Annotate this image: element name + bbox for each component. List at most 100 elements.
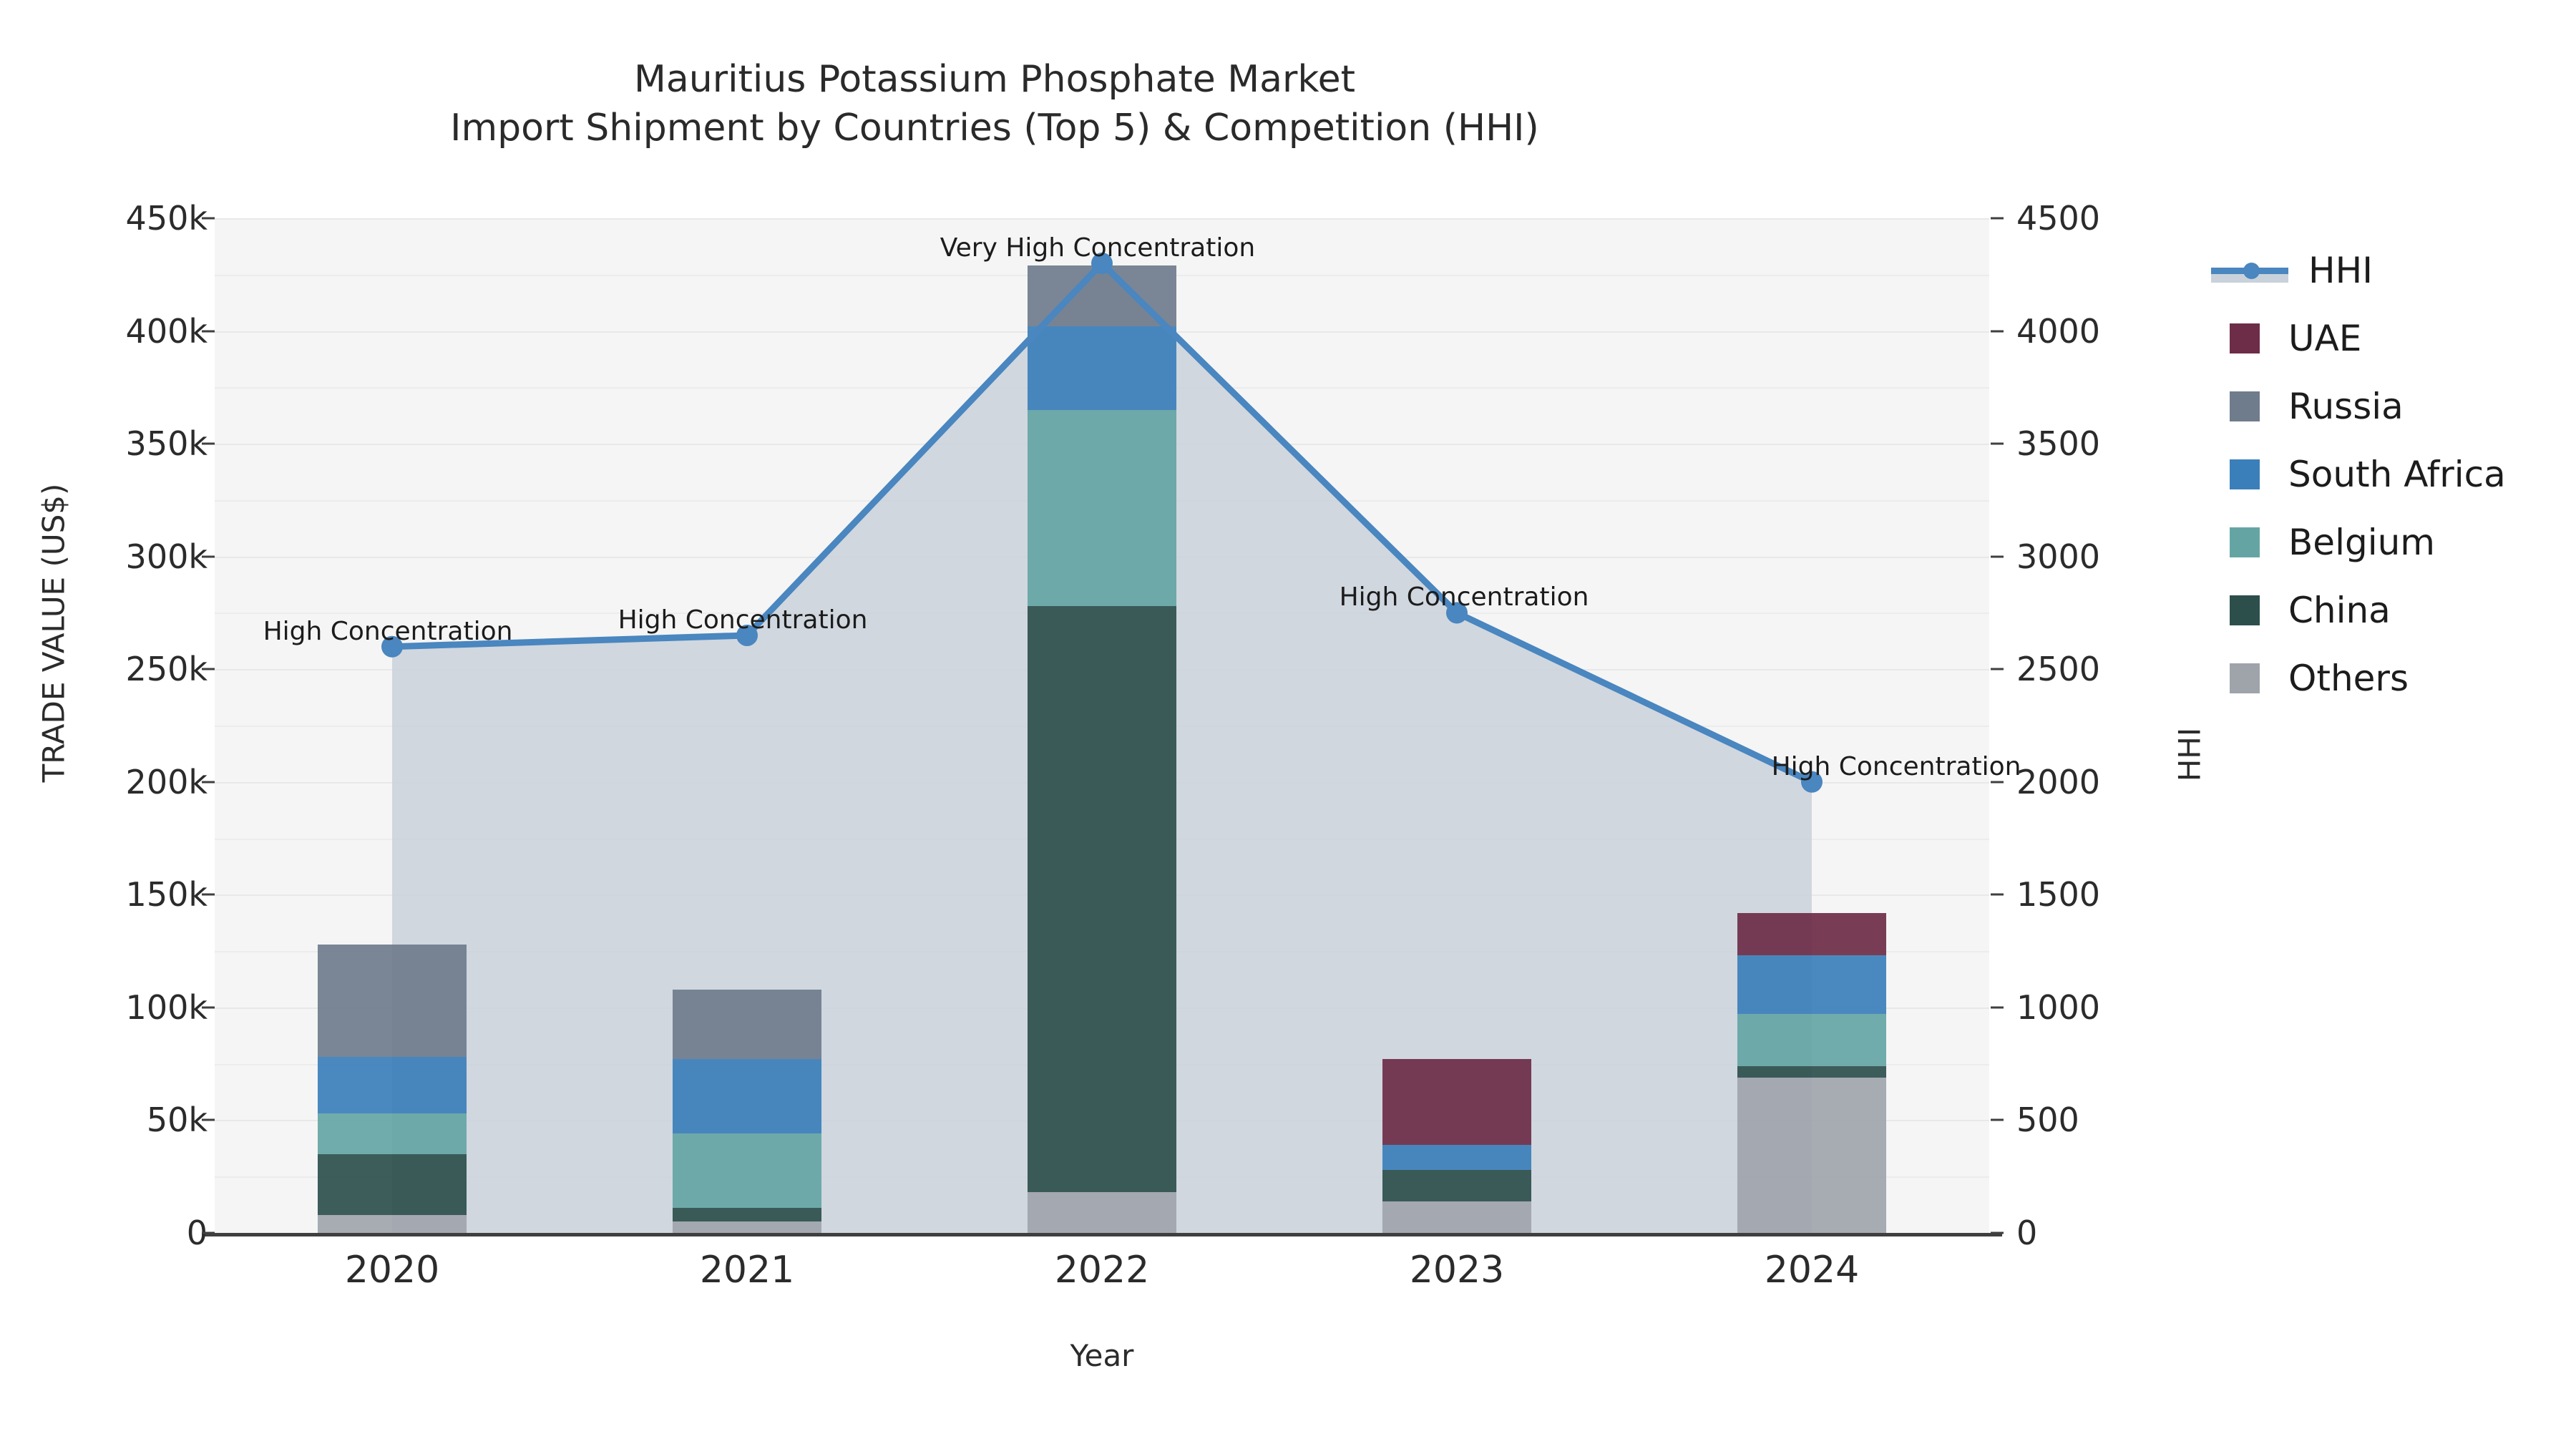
bar-stack-2024[interactable]	[1737, 218, 1886, 1233]
y-axis-left-tick: 300k	[125, 537, 208, 576]
bar-segment-china[interactable]	[1028, 606, 1176, 1193]
hhi-marker-2022[interactable]	[1091, 253, 1113, 275]
bar-stack-2020[interactable]	[318, 218, 467, 1233]
bar-segment-south-africa[interactable]	[1382, 1145, 1531, 1170]
bar-segment-china[interactable]	[1737, 1065, 1886, 1078]
bar-segment-others[interactable]	[1382, 1201, 1531, 1233]
y-axis-right-tick: 2500	[2016, 650, 2101, 689]
chart-title: Mauritius Potassium Phosphate Market Imp…	[0, 56, 1989, 152]
legend-item-label: South Africa	[2288, 453, 2506, 495]
y-axis-right-tick: 1500	[2016, 875, 2101, 914]
y-axis-right-tick-mark	[1991, 330, 2004, 333]
legend-color-swatch	[2230, 391, 2260, 421]
bar-stack-2022[interactable]	[1028, 218, 1176, 1233]
y-axis-left-tick: 100k	[125, 987, 208, 1027]
y-axis-left-tick-mark	[202, 217, 215, 220]
y-axis-left-tick: 50k	[146, 1101, 208, 1140]
bar-segment-belgium[interactable]	[318, 1113, 467, 1154]
gridline	[215, 218, 1989, 220]
legend-item-hhi[interactable]: HHI	[2211, 236, 2569, 304]
y-axis-right-tick-mark	[1991, 1006, 2004, 1009]
chart-title-line1: Mauritius Potassium Phosphate Market	[634, 58, 1355, 101]
legend-color-swatch	[2230, 595, 2260, 625]
bar-segment-others[interactable]	[1737, 1077, 1886, 1233]
y-axis-right-label: HHI	[2172, 727, 2207, 782]
legend-item-belgium[interactable]: Belgium	[2211, 508, 2569, 576]
bar-segment-russia[interactable]	[673, 989, 821, 1060]
annotation-2021: High Concentration	[618, 605, 868, 635]
y-axis-right-tick: 0	[2016, 1214, 2038, 1252]
hhi-marker-2021[interactable]	[736, 624, 758, 646]
hhi-marker-2024[interactable]	[1801, 771, 1823, 793]
legend-item-label: Russia	[2288, 385, 2404, 427]
legend-item-label: Belgium	[2288, 521, 2435, 563]
legend-item-china[interactable]: China	[2211, 576, 2569, 644]
legend-marker-dot-icon	[2243, 262, 2260, 279]
legend-item-uae[interactable]: UAE	[2211, 304, 2569, 372]
hhi-marker-2020[interactable]	[381, 635, 403, 658]
x-axis-label: Year	[1070, 1338, 1134, 1373]
y-axis-left-tick-mark	[202, 781, 215, 784]
y-axis-right-tick-mark	[1991, 781, 2004, 784]
bar-segment-belgium[interactable]	[673, 1133, 821, 1209]
legend-item-label: UAE	[2288, 317, 2362, 359]
bar-stack-2023[interactable]	[1382, 218, 1531, 1233]
y-axis-right-tick: 2000	[2016, 762, 2101, 801]
hhi-line-series	[381, 253, 1823, 793]
legend-color-swatch	[2230, 323, 2260, 353]
legend-color-swatch	[2230, 459, 2260, 489]
bar-segment-others[interactable]	[1028, 1192, 1176, 1233]
bar-segment-china[interactable]	[673, 1208, 821, 1222]
y-axis-right-tick-mark	[1991, 668, 2004, 670]
x-axis-tick-2022: 2022	[1054, 1249, 1150, 1292]
bar-segment-south-africa[interactable]	[673, 1059, 821, 1134]
hhi-marker-2023[interactable]	[1446, 602, 1468, 624]
legend-item-label: Others	[2288, 657, 2409, 699]
bar-segment-south-africa[interactable]	[1737, 955, 1886, 1015]
bar-segment-south-africa[interactable]	[1028, 326, 1176, 410]
bar-segment-uae[interactable]	[1382, 1059, 1531, 1146]
chart-subtitle: Import Shipment by Countries (Top 5) & C…	[450, 106, 1539, 150]
y-axis-right-tick: 3500	[2016, 424, 2101, 464]
annotation-2020: High Concentration	[263, 616, 513, 646]
x-axis-tick-2020: 2020	[344, 1249, 440, 1292]
y-axis-right-tick-mark	[1991, 555, 2004, 558]
y-axis-right-tick: 4500	[2016, 199, 2101, 238]
bar-segment-belgium[interactable]	[1737, 1014, 1886, 1066]
y-axis-left-tick: 250k	[125, 650, 208, 689]
y-axis-right-tick: 1000	[2016, 987, 2101, 1027]
bar-segment-others[interactable]	[318, 1214, 467, 1233]
y-axis-left-tick-mark	[202, 1231, 215, 1234]
legend-item-label: HHI	[2308, 249, 2373, 291]
legend-item-others[interactable]: Others	[2211, 644, 2569, 712]
bar-segment-china[interactable]	[1382, 1169, 1531, 1201]
y-axis-right-tick-mark	[1991, 1231, 2004, 1234]
y-axis-left-tick: 350k	[125, 424, 208, 464]
x-axis-tick-2024: 2024	[1764, 1249, 1860, 1292]
y-axis-left-tick: 0	[186, 1214, 208, 1252]
bar-segment-russia[interactable]	[318, 944, 467, 1058]
y-axis-left-tick-mark	[202, 1118, 215, 1121]
legend-item-south-africa[interactable]: South Africa	[2211, 440, 2569, 508]
bar-segment-uae[interactable]	[1737, 912, 1886, 956]
y-axis-left-tick-mark	[202, 330, 215, 333]
bar-stack-2021[interactable]	[673, 218, 821, 1233]
x-axis-tick-2023: 2023	[1409, 1249, 1505, 1292]
bar-segment-south-africa[interactable]	[318, 1057, 467, 1113]
bar-segment-china[interactable]	[318, 1153, 467, 1215]
x-axis-tick-2021: 2021	[699, 1249, 795, 1292]
legend: HHI UAE Russia South Africa Belgium China Othe…	[2211, 236, 2569, 712]
legend-color-swatch	[2230, 663, 2260, 693]
bar-segment-belgium[interactable]	[1028, 409, 1176, 606]
annotation-2022: Very High Concentration	[940, 233, 1256, 263]
y-axis-right-tick: 4000	[2016, 311, 2101, 351]
y-axis-left-tick-mark	[202, 555, 215, 558]
y-axis-left-label: TRADE VALUE (US$)	[36, 483, 72, 783]
bar-segment-others[interactable]	[673, 1221, 821, 1233]
y-axis-left-tick: 400k	[125, 311, 208, 351]
legend-item-label: China	[2288, 589, 2391, 631]
x-axis-line	[202, 1233, 2002, 1236]
legend-item-russia[interactable]: Russia	[2211, 372, 2569, 440]
legend-color-swatch	[2230, 527, 2260, 557]
y-axis-left-tick: 150k	[125, 875, 208, 914]
